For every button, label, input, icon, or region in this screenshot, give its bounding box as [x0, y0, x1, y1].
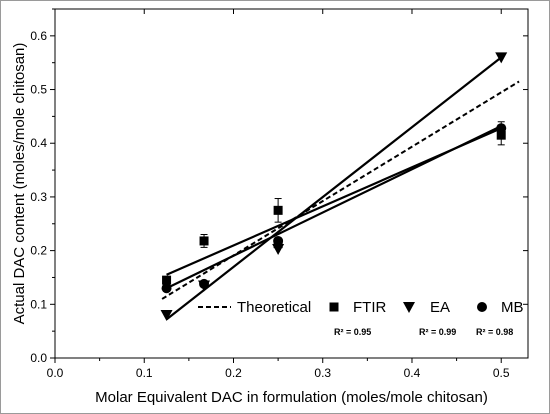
- plot-frame: [54, 8, 529, 359]
- y-tick-label: 0.4: [30, 136, 47, 150]
- y-tick-label: 0.6: [30, 29, 47, 43]
- ea-point: [272, 244, 285, 256]
- legend-mb-marker: [477, 302, 487, 312]
- legend-theoretical-label: Theoretical: [237, 299, 311, 316]
- x-tick-label: 0.3: [314, 366, 331, 380]
- legend-ea-r2: R² = 0.99: [419, 327, 456, 337]
- legend-mb-r2: R² = 0.98: [476, 327, 513, 337]
- legend-ftir-label: FTIR: [353, 299, 386, 316]
- legend-ftir-marker: [329, 302, 339, 312]
- legend-ea-label: EA: [430, 299, 450, 316]
- y-tick-label: 0.3: [30, 190, 47, 204]
- plot-area: [54, 8, 529, 359]
- mb-point: [199, 278, 210, 289]
- ftir-point: [496, 130, 506, 140]
- legend-ea-marker: [403, 302, 415, 313]
- ftir-point: [199, 236, 209, 246]
- ftir-point: [273, 205, 283, 215]
- legend: Theoretical FTIR R² = 0.95 EA R² = 0.99 MB R² …: [198, 299, 524, 337]
- y-tick-label: 0.5: [30, 83, 47, 97]
- ea-point: [495, 52, 508, 64]
- mb-point: [496, 123, 507, 134]
- x-tick-label: 0.0: [47, 366, 64, 380]
- y-tick-label: 0.1: [30, 297, 47, 311]
- legend-ftir-r2: R² = 0.95: [334, 327, 371, 337]
- x-tick-label: 0.2: [225, 366, 242, 380]
- y-axis-title: Actual DAC content (moles/mole chitosan): [11, 43, 28, 325]
- mb-fit-line: [166, 125, 502, 290]
- theoretical-line: [161, 80, 520, 300]
- ftir-point: [162, 275, 172, 285]
- ea-point: [160, 310, 173, 322]
- mb-point: [161, 283, 172, 294]
- y-tick-label: 0.2: [30, 244, 47, 258]
- mb-point: [273, 235, 284, 246]
- x-tick-label: 0.5: [493, 366, 510, 380]
- x-tick-label: 0.1: [136, 366, 153, 380]
- ea-fit-line: [165, 56, 502, 321]
- data-markers: [160, 52, 508, 322]
- x-axis-title: Molar Equivalent DAC in formulation (mol…: [95, 389, 488, 406]
- x-tick-label: 0.4: [404, 366, 421, 380]
- axes: 0.0 0.1 0.2 0.3 0.4 0.5 0.0 0.1 0.2 0.3 0.4 0.5 0.6 M…: [11, 8, 528, 406]
- y-tick-label: 0.0: [30, 351, 47, 365]
- fit-lines: [161, 56, 520, 321]
- legend-mb-label: MB: [501, 299, 524, 316]
